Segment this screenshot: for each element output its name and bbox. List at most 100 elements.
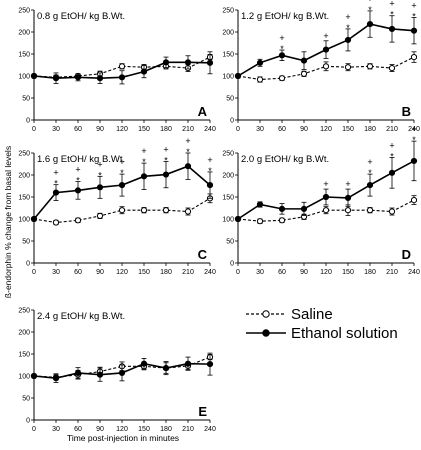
significance-plus: +	[367, 0, 372, 4]
significance-plus: +	[97, 159, 102, 169]
ethanol-data-point	[256, 59, 264, 66]
y-tick-label: 250	[18, 308, 30, 315]
y-tick-label: 100	[222, 74, 234, 81]
ethanol-data-point	[118, 369, 126, 377]
ethanol-data-point	[140, 68, 148, 75]
ethanol-data-point	[118, 74, 126, 81]
x-tick-label: 30	[52, 269, 60, 276]
panel-d: 0 50 100 150 200 250 0 30 60 90 120 150 180 210 240 2.0…	[222, 124, 420, 276]
significance-plus: +	[75, 165, 80, 175]
ethanol-data-point	[140, 360, 148, 367]
x-tick-label: 30	[52, 126, 60, 133]
x-tick-label: 210	[386, 269, 398, 276]
x-tick-label: 90	[300, 126, 308, 133]
panel-title: 1.2 g EtOH/ kg B.Wt.	[241, 11, 329, 22]
panel-title: 1.6 g EtOH/ kg B.Wt.	[37, 154, 125, 165]
ethanol-data-point	[300, 57, 308, 64]
ethanol-data-point	[52, 189, 60, 196]
saline-data-point	[184, 208, 192, 215]
saline-data-point	[74, 217, 82, 224]
y-tick-label: 0	[26, 418, 30, 425]
significance-star: *	[390, 10, 394, 20]
y-tick-label: 0	[26, 261, 30, 268]
ethanol-data-point	[96, 371, 104, 378]
ethanol-data-point	[344, 36, 352, 44]
saline-data-point	[162, 207, 170, 214]
panel-letter: D	[402, 247, 411, 262]
y-tick-label: 200	[222, 30, 234, 37]
x-tick-label: 0	[236, 269, 240, 276]
y-tick-label: 100	[222, 217, 234, 224]
x-tick-label: 0	[32, 269, 36, 276]
significance-star: *	[346, 23, 350, 33]
x-tick-label: 60	[278, 126, 286, 133]
panel-letter: E	[198, 404, 207, 419]
x-tick-label: 90	[96, 269, 104, 276]
x-tick-label: 0	[32, 426, 36, 433]
ethanol-data-point	[30, 215, 38, 223]
x-tick-label: 150	[138, 269, 150, 276]
significance-star: *	[54, 179, 58, 189]
panel-letter: C	[198, 247, 208, 262]
x-tick-label: 60	[74, 269, 82, 276]
x-tick-label: 30	[256, 269, 264, 276]
ethanol-data-point	[74, 369, 82, 377]
ethanol-data-point	[278, 205, 286, 212]
ethanol-data-point	[96, 75, 104, 82]
ethanol-data-point	[30, 372, 38, 380]
saline-data-point	[118, 207, 126, 214]
ethanol-data-point	[52, 375, 60, 382]
significance-star: *	[208, 166, 212, 176]
x-axis-label: Time post-injection in minutes	[67, 433, 179, 443]
x-tick-label: 90	[96, 126, 104, 133]
x-tick-label: 120	[320, 126, 332, 133]
x-tick-label: 240	[204, 126, 216, 133]
ethanol-data-point	[184, 163, 192, 170]
y-tick-label: 150	[18, 195, 30, 202]
ethanol-data-point	[162, 171, 170, 178]
ethanol-data-point	[344, 194, 352, 201]
panel-title: 2.0 g EtOH/ kg B.Wt.	[241, 154, 329, 165]
x-tick-label: 60	[74, 126, 82, 133]
ethanol-data-point	[96, 184, 104, 191]
ethanol-data-point	[388, 169, 396, 176]
x-tick-label: 120	[116, 126, 128, 133]
ethanol-data-point	[234, 72, 242, 80]
ethanol-data-point	[74, 187, 82, 194]
y-tick-label: 50	[22, 96, 30, 103]
panel-title: 0.8 g EtOH/ kg B.Wt.	[37, 11, 125, 22]
x-tick-label: 180	[364, 126, 376, 133]
saline-data-point	[256, 218, 264, 225]
significance-plus: +	[207, 155, 212, 165]
x-tick-label: 180	[160, 426, 172, 433]
x-tick-label: 120	[116, 269, 128, 276]
significance-star: *	[390, 151, 394, 161]
x-tick-label: 180	[160, 269, 172, 276]
y-tick-label: 150	[18, 352, 30, 359]
y-tick-label: 250	[222, 151, 234, 158]
saline-data-point	[300, 70, 308, 77]
x-tick-label: 60	[74, 426, 82, 433]
saline-data-point	[322, 63, 330, 70]
ethanol-data-point	[206, 361, 214, 368]
significance-plus: +	[119, 157, 124, 167]
x-tick-label: 240	[204, 426, 216, 433]
y-tick-label: 100	[18, 217, 30, 224]
ethanol-data-point	[278, 52, 286, 59]
ethanol-data-point	[206, 182, 214, 189]
significance-plus: +	[279, 33, 284, 43]
ethanol-data-point	[300, 205, 308, 212]
panel-b: 0 50 100 150 200 250 0 30 60 90 120 150 180 210 240 1.2…	[222, 0, 420, 133]
saline-data-point	[410, 196, 418, 204]
ethanol-data-point	[184, 59, 192, 66]
y-tick-label: 50	[22, 239, 30, 246]
significance-star: *	[280, 44, 284, 54]
saline-data-point	[140, 207, 148, 214]
ethanol-data-point	[256, 201, 264, 208]
y-tick-label: 250	[222, 8, 234, 15]
x-tick-label: 150	[342, 126, 354, 133]
x-tick-label: 30	[256, 126, 264, 133]
saline-data-point	[278, 75, 286, 82]
significance-star: *	[412, 11, 416, 21]
significance-star: *	[164, 155, 168, 165]
